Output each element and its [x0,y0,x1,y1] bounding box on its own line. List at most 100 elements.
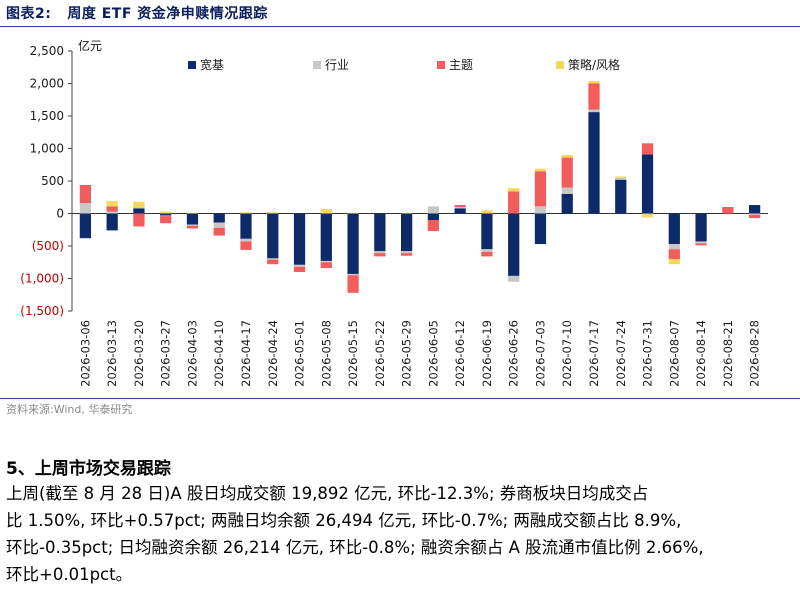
figure-label: 图表2: [6,6,52,22]
ticks-layer: 2,500 2,000 1,500 1,000 500 0 (500) (1,000) (1,5… [20,44,761,387]
bar-segment [133,208,145,214]
bar-segment [186,212,199,214]
bar-segment [213,227,225,236]
x-tick-label: 2026-06-12 [453,320,467,387]
x-tick-label: 2026-06-05 [426,320,440,387]
bar-segment [293,213,306,265]
x-tick-label: 2026-04-24 [266,320,280,387]
bar-segment [508,213,520,276]
bar-segment [615,176,627,178]
paragraph-line-1: 上周(截至 8 月 28 日)A 股日均成交额 19,892 亿元, 环比-12… [6,484,649,503]
x-tick-label: 2026-07-24 [614,320,628,387]
legend-item: 策略/风格 [556,57,620,72]
bar-segment [186,213,199,225]
source-rule [0,398,800,399]
x-tick-label: 2026-08-21 [721,320,735,387]
bar-segment [508,188,520,192]
section-paragraph: 上周(截至 8 月 28 日)A 股日均成交额 19,892 亿元, 环比-12… [6,480,796,588]
bar-segment [186,224,199,226]
legend-swatch [188,61,196,69]
paragraph-line-4: 环比+0.01pct。 [6,565,133,584]
legend-item: 宽基 [188,57,224,72]
bar-segment [695,241,707,244]
bar-segment [186,225,199,229]
legend-swatch [556,61,564,69]
source-note: 资料来源:Wind, 华泰研究 [6,403,133,416]
bar-segment [668,259,680,265]
bar-segment [427,220,440,232]
bar-segment [668,249,680,259]
legend-swatch [313,61,321,69]
x-tick-label: 2026-08-14 [694,320,708,387]
bar-segment [106,201,118,207]
bar-segment [106,211,118,214]
bar-segment [347,212,359,214]
bar-segment [427,206,440,214]
bar-segment [561,187,573,194]
bar-segment [615,177,627,180]
bar-segment [293,264,306,267]
bar-segment [508,191,520,214]
bar-segment [267,259,279,265]
legend-item: 主题 [437,58,473,72]
x-tick-label: 2026-05-15 [346,320,360,387]
bar-segment [160,213,172,216]
bar-segment [748,205,761,214]
x-tick-label: 2026-05-29 [400,320,414,387]
legend-swatch [437,61,445,69]
y-tick-label: (500) [32,239,64,253]
bar-segment [320,262,332,269]
bar-segment [267,213,279,259]
bar-segment [267,212,279,214]
bar-segment [454,208,466,214]
bar-segment [695,243,707,246]
x-tick-label: 2026-03-27 [159,320,173,387]
bar-segment [641,154,654,214]
bar-segment [641,214,654,218]
section-heading: 5、上周市场交易跟踪 [6,459,171,479]
bar-segment [534,168,547,172]
bar-segment [133,213,145,227]
legend-label: 策略/风格 [568,57,620,72]
bar-segment [481,213,493,250]
bar-segment [481,251,493,257]
bar-segment [133,201,145,207]
bar-segment [240,213,252,239]
bar-segment [454,205,466,207]
y-tick-label: 500 [41,174,64,188]
bar-segment [106,206,118,212]
bar-segment [347,275,359,293]
bar-segment [160,211,172,214]
y-axis-unit-label: 亿元 [78,38,102,53]
x-tick-label: 2026-04-03 [185,320,199,387]
bar-segment [588,83,600,110]
bar-segment [400,253,413,256]
x-tick-label: 2026-07-17 [587,320,601,387]
bar-segment [534,206,547,214]
bar-segment [79,213,92,239]
x-tick-label: 2026-06-19 [480,320,494,387]
bar-segment [534,213,547,245]
bar-segment [160,216,172,224]
bar-segment [427,213,440,220]
x-tick-label: 2026-07-03 [533,320,547,387]
bar-segment [748,214,761,219]
bar-segment [508,275,520,282]
bars-layer [79,80,761,293]
x-tick-label: 2026-05-08 [319,320,333,387]
bar-segment [374,251,386,254]
bar-segment [106,213,118,231]
bar-segment [374,213,386,252]
bar-segment [293,266,306,272]
bar-segment [481,210,493,214]
x-tick-label: 2026-07-31 [641,320,655,387]
bar-segment [213,213,225,223]
bar-segment [400,212,413,214]
y-tick-label: 1,000 [30,142,64,156]
y-tick-label: 1,500 [30,109,64,123]
paragraph-line-3: 环比-0.35pct; 日均融资余额 26,214 亿元, 环比-0.8%; 融… [6,538,704,557]
bar-segment [641,213,654,215]
axes-layer [68,50,768,312]
bar-segment [561,194,573,214]
bar-segment [320,213,332,261]
